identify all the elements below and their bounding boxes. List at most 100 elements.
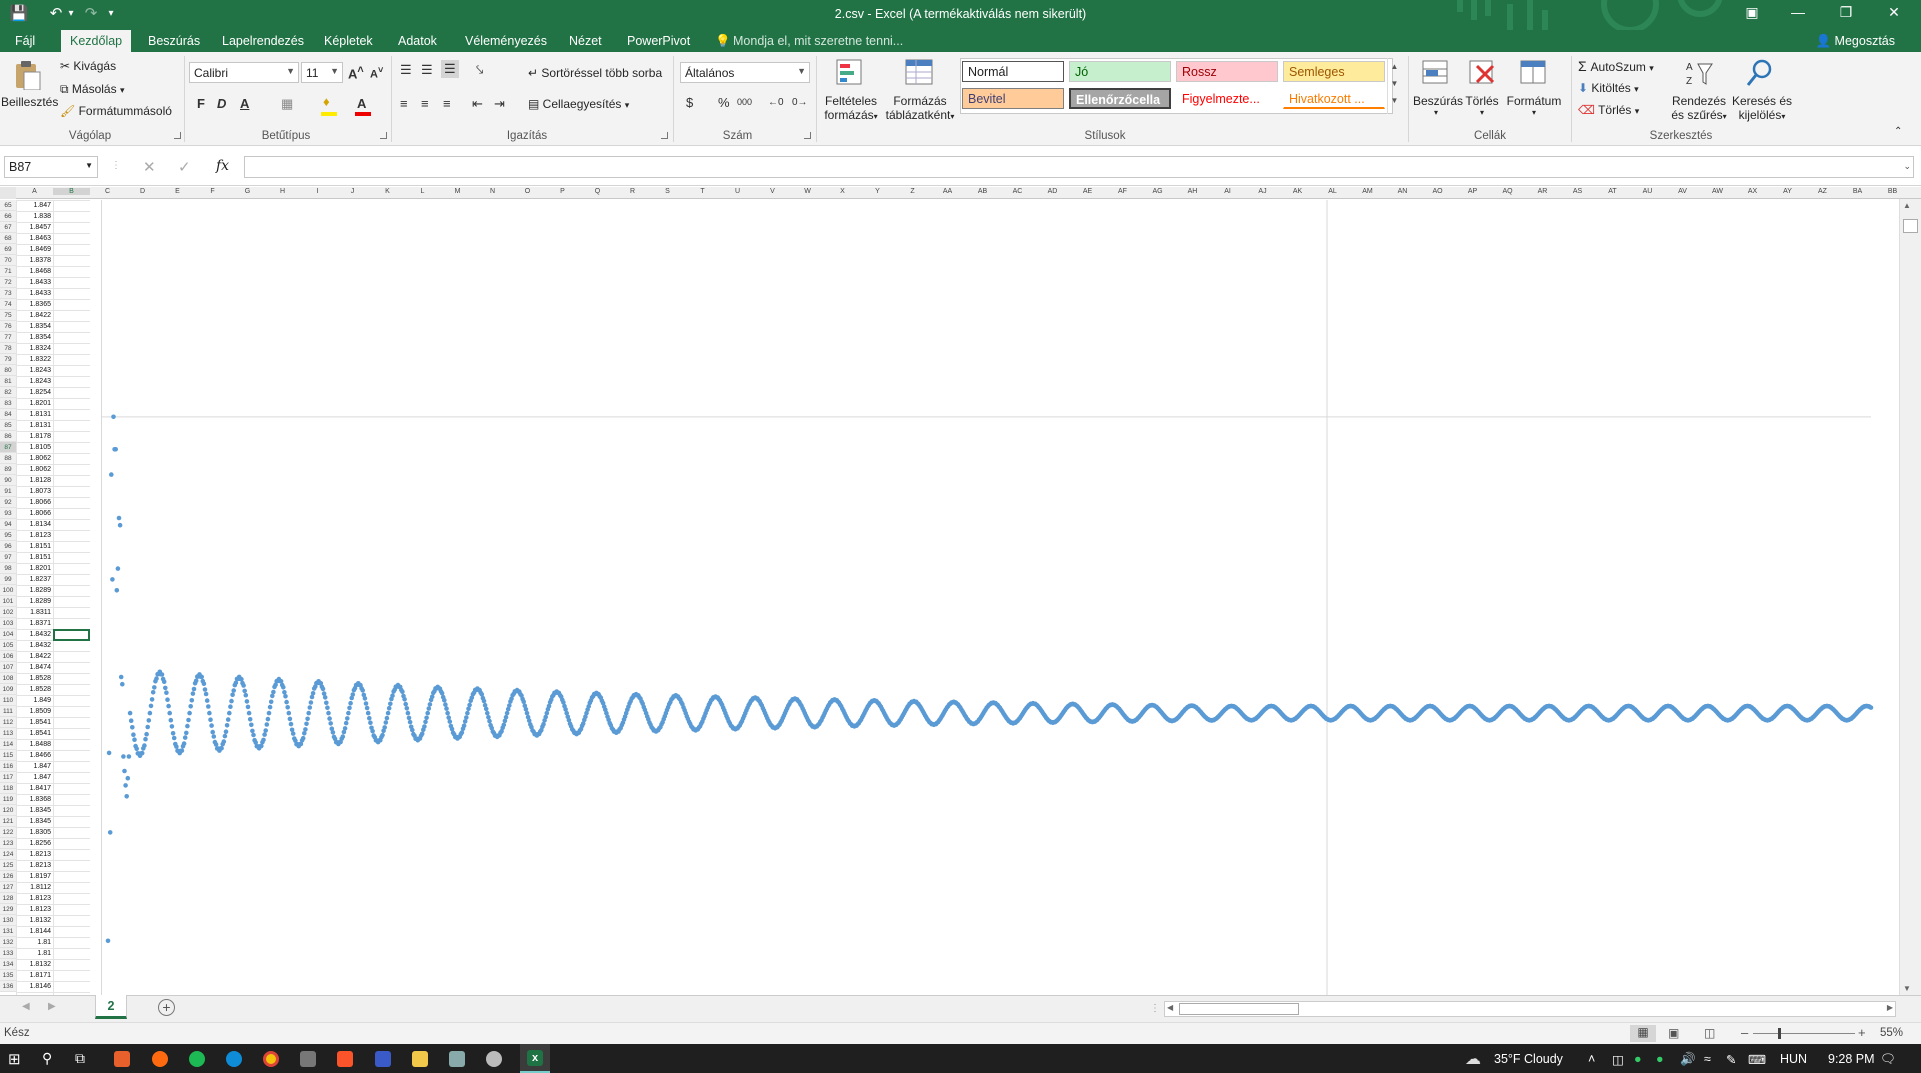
row-header[interactable]: 109	[0, 684, 16, 695]
horizontal-scroll-thumb[interactable]	[1179, 1003, 1299, 1015]
column-header[interactable]: S	[665, 188, 670, 195]
find-select-button[interactable]: Keresés és kijelölés▾	[1732, 94, 1792, 122]
percent-button[interactable]: %	[718, 95, 730, 110]
tab-data[interactable]: Adatok	[398, 34, 437, 48]
vertical-scrollbar[interactable]: ▲ ▼	[1899, 199, 1921, 995]
row-header[interactable]: 79	[0, 354, 16, 365]
column-header[interactable]: AY	[1783, 188, 1792, 195]
row-header[interactable]: 136	[0, 981, 16, 992]
row-header[interactable]: 125	[0, 860, 16, 871]
tray-icon-2[interactable]: ●	[1634, 1052, 1642, 1066]
spotify-icon[interactable]	[189, 1051, 205, 1067]
row-header[interactable]: 131	[0, 926, 16, 937]
currency-button[interactable]: $	[686, 95, 694, 110]
row-header[interactable]: 70	[0, 255, 16, 266]
splitter-grip-icon[interactable]: ⋮	[1150, 1003, 1160, 1014]
decrease-indent-icon[interactable]: ⇤	[472, 96, 483, 111]
row-header[interactable]: 93	[0, 508, 16, 519]
row-header[interactable]: 96	[0, 541, 16, 552]
column-header[interactable]: AS	[1572, 188, 1583, 195]
cell-a-value[interactable]: 1.8254	[29, 389, 51, 396]
cell-a-value[interactable]: 1.8474	[29, 664, 51, 671]
column-header[interactable]: AM	[1362, 188, 1373, 195]
row-header[interactable]: 69	[0, 244, 16, 255]
row-header[interactable]: 103	[0, 618, 16, 629]
tab-review[interactable]: Véleményezés	[465, 34, 547, 48]
row-header[interactable]: 80	[0, 365, 16, 376]
cell-a-value[interactable]: 1.8463	[29, 235, 51, 242]
cell-a-value[interactable]: 1.8197	[29, 873, 51, 880]
thousands-button[interactable]: 000	[737, 97, 753, 107]
style-input[interactable]: Bevitel	[962, 88, 1064, 109]
save-icon[interactable]: 💾	[9, 5, 29, 22]
row-header[interactable]: 71	[0, 266, 16, 277]
scroll-right-icon[interactable]: ▶	[1886, 1003, 1893, 1012]
redo-icon[interactable]: ↷	[84, 5, 98, 22]
row-header[interactable]: 85	[0, 420, 16, 431]
column-header[interactable]: AQ	[1502, 188, 1513, 195]
cell-a-value[interactable]: 1.8488	[29, 741, 51, 748]
autosum-button[interactable]: Σ AutoSzum ▾	[1578, 58, 1654, 74]
cell-a-value[interactable]: 1.8289	[29, 587, 51, 594]
zoom-slider-thumb[interactable]	[1777, 1028, 1781, 1039]
clipboard-launcher-icon[interactable]	[174, 132, 181, 139]
cell-a-value[interactable]: 1.8201	[29, 400, 51, 407]
merge-center-button[interactable]: ▤ Cellaegyesítés ▾	[528, 97, 629, 111]
format-cells-icon[interactable]	[1518, 58, 1548, 88]
row-header[interactable]: 120	[0, 805, 16, 816]
cell-a-value[interactable]: 1.8289	[29, 598, 51, 605]
row-header[interactable]: 90	[0, 475, 16, 486]
cell-a-value[interactable]: 1.8368	[29, 796, 51, 803]
tab-powerpivot[interactable]: PowerPivot	[627, 34, 691, 48]
align-bottom-icon[interactable]: ☰	[441, 60, 459, 78]
shrink-font-icon[interactable]: A˅	[370, 65, 384, 81]
copy-button[interactable]: ⧉ Másolás ▾	[60, 82, 124, 97]
formula-input[interactable]	[244, 156, 1914, 178]
column-header[interactable]: BB	[1887, 188, 1898, 195]
conditional-formatting-icon[interactable]	[835, 58, 865, 88]
clear-button[interactable]: ⌫ Törlés ▾	[1578, 103, 1639, 117]
insert-function-button[interactable]: fx	[216, 158, 230, 174]
cell-a-value[interactable]: 1.8132	[29, 917, 51, 924]
normal-view-icon[interactable]: ▦	[1630, 1025, 1656, 1042]
zoom-level[interactable]: 55%	[1880, 1027, 1904, 1039]
cell-a-value[interactable]: 1.8541	[29, 730, 51, 737]
column-header[interactable]: A	[32, 188, 37, 195]
cell-a-value[interactable]: 1.8528	[29, 675, 51, 682]
row-header[interactable]: 68	[0, 233, 16, 244]
cell-a-value[interactable]: 1.8354	[29, 334, 51, 341]
row-header[interactable]: 101	[0, 596, 16, 607]
row-header[interactable]: 118	[0, 783, 16, 794]
column-header[interactable]: AW	[1711, 188, 1724, 195]
format-as-table-icon[interactable]	[904, 58, 934, 88]
app-icon-2[interactable]	[152, 1051, 168, 1067]
style-neutral[interactable]: Semleges	[1283, 61, 1385, 82]
row-header[interactable]: 126	[0, 871, 16, 882]
style-good[interactable]: Jó	[1069, 61, 1171, 82]
zoom-in-icon[interactable]: +	[1858, 1025, 1866, 1040]
column-header[interactable]: P	[560, 188, 565, 195]
app-icon-4[interactable]	[449, 1051, 465, 1067]
column-header[interactable]: AN	[1397, 188, 1408, 195]
gallery-up-icon[interactable]: ▲	[1390, 62, 1399, 71]
style-linked-cell[interactable]: Hivatkozott ...	[1283, 88, 1385, 109]
share-button[interactable]: 👤 Megosztás	[1816, 34, 1896, 49]
column-header[interactable]: N	[489, 188, 496, 195]
cell-a-value[interactable]: 1.8171	[29, 972, 51, 979]
cell-a-value[interactable]: 1.8322	[29, 356, 51, 363]
row-header[interactable]: 105	[0, 640, 16, 651]
next-sheet-icon[interactable]: ▶	[48, 1001, 56, 1012]
cut-button[interactable]: ✂ Kivágás	[60, 59, 116, 73]
cell-a-value[interactable]: 1.8422	[29, 312, 51, 319]
paste-button[interactable]: Beillesztés	[1, 95, 59, 109]
sort-filter-icon[interactable]: AZ	[1684, 58, 1714, 88]
weather-text[interactable]: 35°F Cloudy	[1494, 1052, 1563, 1066]
row-header[interactable]: 123	[0, 838, 16, 849]
style-normal[interactable]: Normál	[962, 61, 1064, 82]
column-header[interactable]: L	[420, 188, 425, 195]
column-header[interactable]: J	[350, 188, 355, 195]
increase-indent-icon[interactable]: ⇥	[494, 96, 505, 111]
align-center-icon[interactable]: ≡	[421, 96, 429, 111]
cell-a-value[interactable]: 1.8457	[29, 224, 51, 231]
collapse-ribbon-icon[interactable]: ⌃	[1894, 126, 1903, 137]
